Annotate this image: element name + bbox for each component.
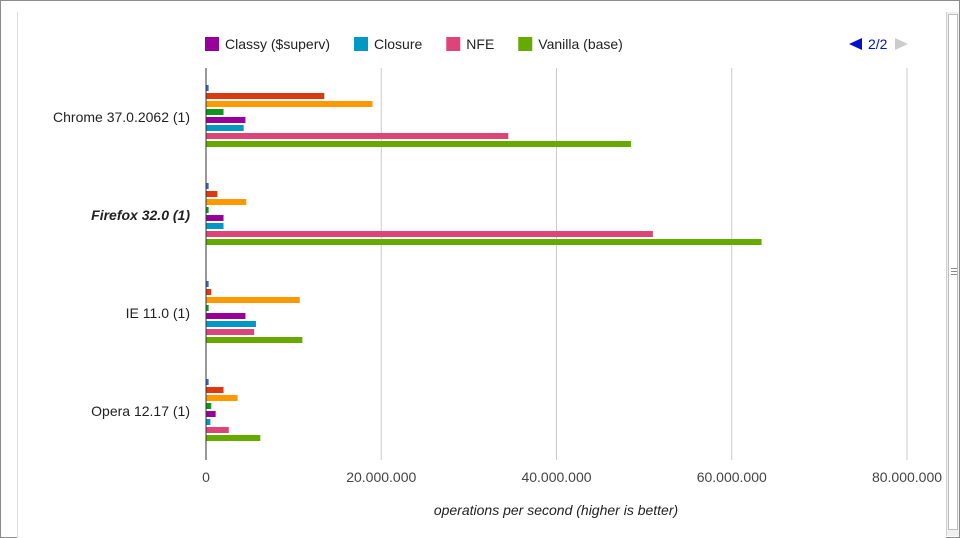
legend-swatch xyxy=(518,37,533,51)
bar[interactable] xyxy=(206,109,224,115)
category-label: Chrome 37.0.2062 (1) xyxy=(53,109,190,125)
legend-swatch xyxy=(446,37,461,51)
bar[interactable] xyxy=(206,313,246,319)
bar[interactable] xyxy=(206,191,218,197)
bar[interactable] xyxy=(206,403,212,409)
bars xyxy=(206,85,762,441)
bar[interactable] xyxy=(206,419,211,425)
legend: Classy ($superv) Closure NFE Vanilla (base) xyxy=(205,36,623,52)
bar[interactable] xyxy=(206,133,509,139)
legend-swatch xyxy=(354,37,369,51)
chart-panel xyxy=(17,12,946,538)
bar[interactable] xyxy=(206,321,256,327)
previous-page-icon[interactable] xyxy=(849,38,862,50)
bar[interactable] xyxy=(206,387,224,393)
bar[interactable] xyxy=(206,93,325,99)
next-page-icon[interactable] xyxy=(895,38,908,50)
scrollbar-grip-icon xyxy=(951,268,957,275)
bar[interactable] xyxy=(206,239,762,245)
bar[interactable] xyxy=(206,141,631,147)
bar[interactable] xyxy=(206,215,224,221)
scrollbar-thumb[interactable] xyxy=(948,14,958,530)
x-tick-label: 40.000.000 xyxy=(521,469,591,485)
bar[interactable] xyxy=(206,125,244,131)
x-tick-label: 0 xyxy=(202,469,210,485)
bar[interactable] xyxy=(206,101,373,107)
x-axis-title: operations per second (higher is better) xyxy=(434,502,678,518)
category-labels: Chrome 37.0.2062 (1) Firefox 32.0 (1) IE 1… xyxy=(53,109,190,419)
legend-swatch xyxy=(205,37,219,51)
bar[interactable] xyxy=(206,231,653,237)
x-tick-label: 20.000.000 xyxy=(346,469,416,485)
bar[interactable] xyxy=(206,223,224,229)
bar[interactable] xyxy=(206,395,238,401)
legend-pager: 2/2 xyxy=(849,36,908,52)
bar[interactable] xyxy=(206,199,247,205)
vertical-scrollbar[interactable] xyxy=(946,12,959,536)
x-tick-labels: 0 20.000.000 40.000.000 60.000.000 80.000.00… xyxy=(202,469,942,485)
bar[interactable] xyxy=(206,281,209,287)
bar[interactable] xyxy=(206,427,229,433)
bar[interactable] xyxy=(206,297,300,303)
x-tick-label: 80.000.000 xyxy=(872,469,942,485)
gridlines xyxy=(380,68,908,460)
legend-label[interactable]: Closure xyxy=(374,36,422,52)
bar[interactable] xyxy=(206,337,303,343)
bar[interactable] xyxy=(206,85,209,91)
legend-label[interactable]: Vanilla (base) xyxy=(538,36,623,52)
bar[interactable] xyxy=(206,183,209,189)
category-label: Firefox 32.0 (1) xyxy=(91,207,190,223)
bar[interactable] xyxy=(206,435,261,441)
bar[interactable] xyxy=(206,329,255,335)
bar[interactable] xyxy=(206,305,209,311)
legend-label[interactable]: NFE xyxy=(466,36,494,52)
bar[interactable] xyxy=(206,207,209,213)
category-label: Opera 12.17 (1) xyxy=(91,403,190,419)
bar[interactable] xyxy=(206,117,246,123)
x-tick-label: 60.000.000 xyxy=(697,469,767,485)
legend-label[interactable]: Classy ($superv) xyxy=(225,36,330,52)
bar[interactable] xyxy=(206,411,216,417)
bar[interactable] xyxy=(206,379,209,385)
category-label: IE 11.0 (1) xyxy=(126,305,190,321)
bar[interactable] xyxy=(206,289,212,295)
legend-page-indicator: 2/2 xyxy=(868,36,888,52)
